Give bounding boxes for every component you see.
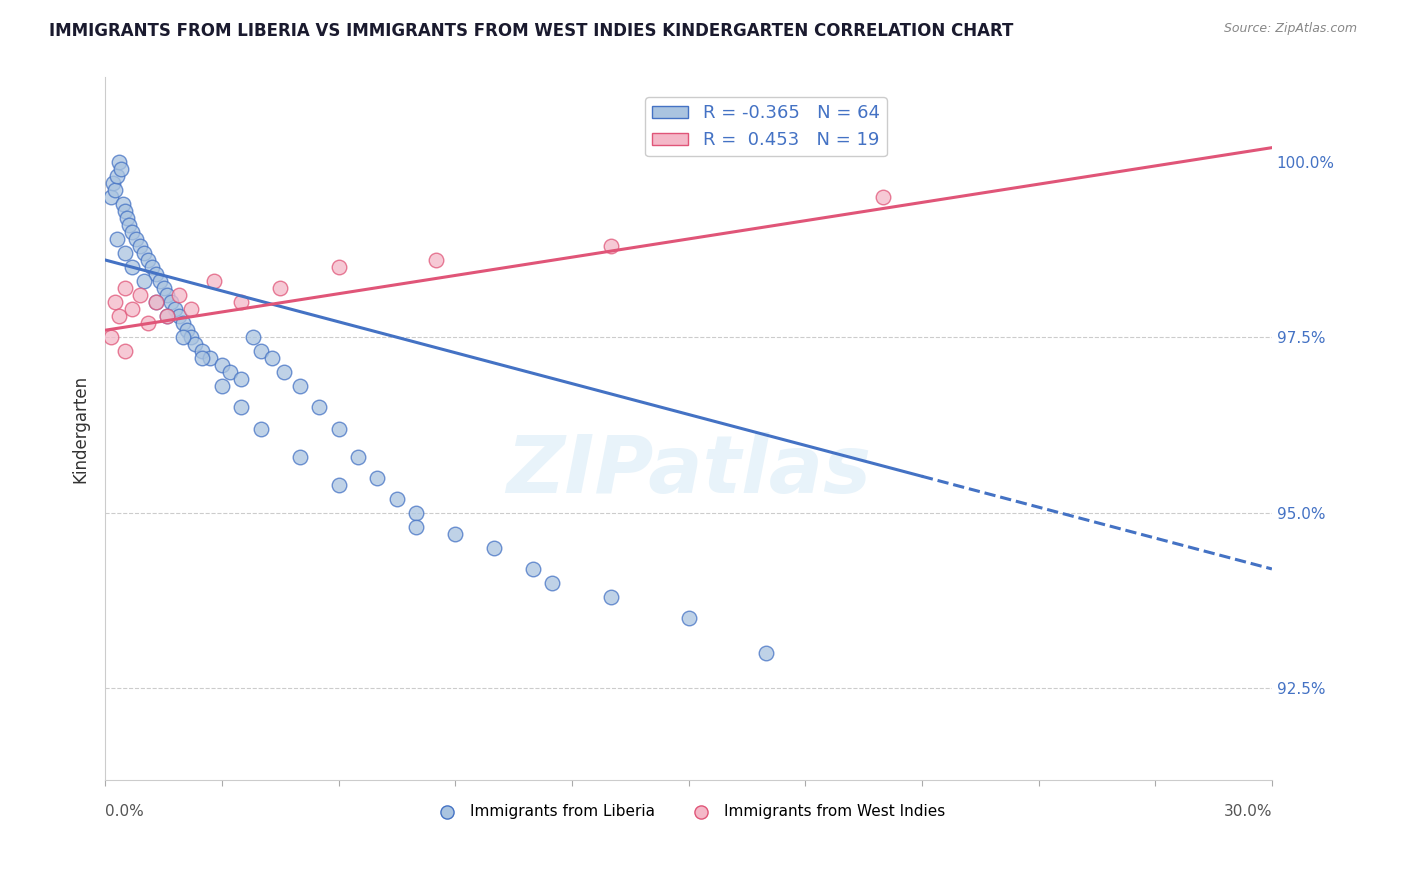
Y-axis label: Kindergarten: Kindergarten xyxy=(72,375,89,483)
Point xyxy=(145,295,167,310)
Point xyxy=(191,344,214,359)
Point xyxy=(405,520,427,534)
Point xyxy=(167,309,190,323)
Point xyxy=(218,365,240,379)
Point xyxy=(202,274,225,288)
Point xyxy=(242,330,264,344)
Point xyxy=(191,351,214,366)
Point xyxy=(180,330,202,344)
Point xyxy=(328,260,350,274)
Point xyxy=(160,295,183,310)
Point xyxy=(172,316,194,330)
Point xyxy=(273,365,295,379)
Text: ZIPatlas: ZIPatlas xyxy=(506,432,872,509)
Point xyxy=(114,203,136,218)
Text: 30.0%: 30.0% xyxy=(1223,805,1272,819)
Point xyxy=(129,288,152,302)
Point xyxy=(444,526,467,541)
Point xyxy=(125,232,148,246)
Point xyxy=(149,274,172,288)
Text: Source: ZipAtlas.com: Source: ZipAtlas.com xyxy=(1223,22,1357,36)
Point xyxy=(152,281,174,295)
Point xyxy=(121,225,143,239)
Point xyxy=(262,351,284,366)
Point xyxy=(165,302,187,317)
Point xyxy=(172,330,194,344)
Point xyxy=(180,302,202,317)
Point xyxy=(121,260,143,274)
Point xyxy=(108,309,131,323)
Point xyxy=(104,295,127,310)
Point xyxy=(105,169,128,183)
Point xyxy=(108,154,131,169)
Point xyxy=(249,421,271,435)
Point xyxy=(211,359,233,373)
Legend: Immigrants from Liberia, Immigrants from West Indies: Immigrants from Liberia, Immigrants from… xyxy=(426,797,952,824)
Point xyxy=(121,302,143,317)
Point xyxy=(405,506,427,520)
Point xyxy=(599,239,621,253)
Point xyxy=(141,260,163,274)
Point xyxy=(101,176,124,190)
Point xyxy=(156,288,179,302)
Point xyxy=(117,218,139,232)
Point xyxy=(111,197,134,211)
Point xyxy=(145,267,167,281)
Point xyxy=(599,590,621,604)
Point xyxy=(105,232,128,246)
Text: IMMIGRANTS FROM LIBERIA VS IMMIGRANTS FROM WEST INDIES KINDERGARTEN CORRELATION : IMMIGRANTS FROM LIBERIA VS IMMIGRANTS FR… xyxy=(49,22,1014,40)
Point xyxy=(183,337,205,351)
Point xyxy=(156,309,179,323)
Point xyxy=(115,211,138,225)
Point xyxy=(231,372,253,386)
Point xyxy=(231,295,253,310)
Point xyxy=(269,281,291,295)
Point xyxy=(136,252,159,267)
Point xyxy=(308,401,330,415)
Point xyxy=(114,281,136,295)
Point xyxy=(288,379,311,393)
Point xyxy=(136,316,159,330)
Point xyxy=(541,576,564,591)
Point xyxy=(328,421,350,435)
Point xyxy=(385,491,408,506)
Point xyxy=(114,344,136,359)
Point xyxy=(110,161,132,176)
Point xyxy=(249,344,271,359)
Point xyxy=(678,611,700,625)
Point xyxy=(522,562,544,576)
Point xyxy=(167,288,190,302)
Point xyxy=(347,450,370,464)
Point xyxy=(872,190,894,204)
Text: 0.0%: 0.0% xyxy=(105,805,143,819)
Point xyxy=(100,330,122,344)
Point xyxy=(482,541,505,555)
Point xyxy=(100,190,122,204)
Point xyxy=(231,401,253,415)
Point xyxy=(145,295,167,310)
Point xyxy=(156,309,179,323)
Point xyxy=(129,239,152,253)
Point xyxy=(288,450,311,464)
Point xyxy=(176,323,198,337)
Point xyxy=(366,471,388,485)
Point xyxy=(132,274,155,288)
Point xyxy=(132,246,155,260)
Point xyxy=(755,646,778,660)
Point xyxy=(200,351,222,366)
Point xyxy=(211,379,233,393)
Point xyxy=(114,246,136,260)
Point xyxy=(104,183,127,197)
Point xyxy=(328,477,350,491)
Point xyxy=(425,252,447,267)
